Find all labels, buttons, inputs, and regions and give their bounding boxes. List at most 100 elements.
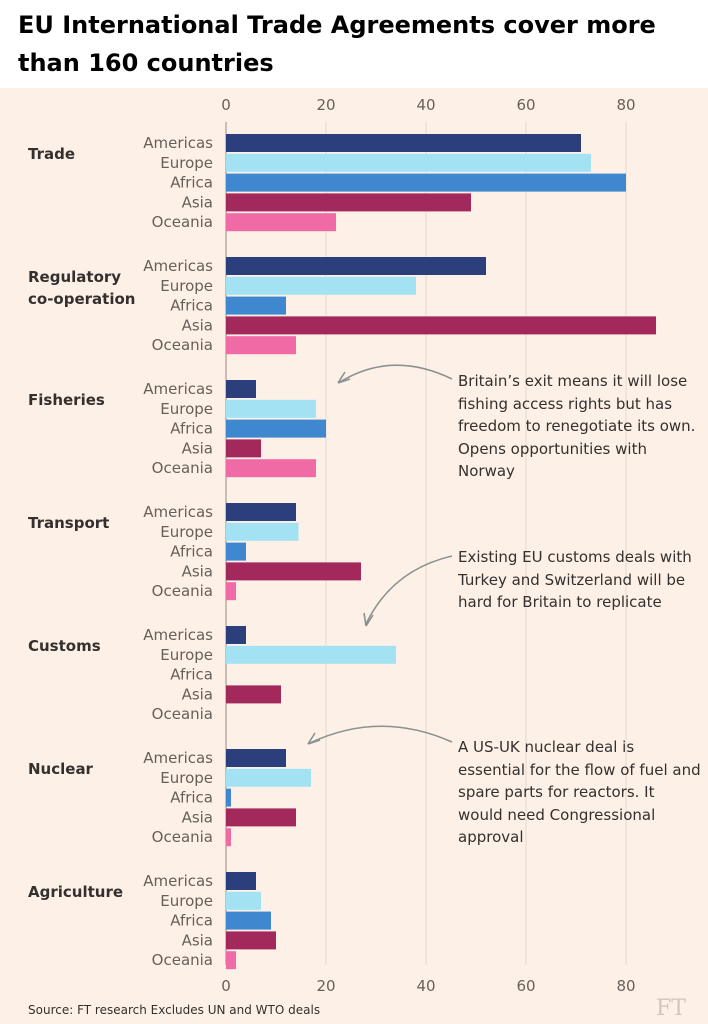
header: EU International Trade Agreements cover …: [0, 0, 708, 88]
bar-regulatory-co-operation-asia: [226, 316, 656, 335]
bar-customs-europe: [226, 645, 396, 664]
x-tick-bottom-0: 0: [221, 977, 231, 995]
region-label-americas: Americas: [143, 872, 213, 890]
x-tick-bottom-20: 20: [316, 977, 335, 995]
bar-agriculture-africa: [226, 911, 271, 930]
region-label-americas: Americas: [143, 503, 213, 521]
bar-customs-americas: [226, 626, 246, 644]
region-label-africa: Africa: [170, 543, 213, 561]
region-label-europe: Europe: [160, 523, 213, 541]
category-label-nuclear: Nuclear: [28, 760, 94, 778]
region-label-asia: Asia: [182, 193, 213, 211]
bar-customs-asia: [226, 685, 281, 704]
bar-regulatory-co-operation-europe: [226, 276, 416, 295]
region-label-oceania: Oceania: [152, 336, 213, 354]
chart-title: EU International Trade Agreements cover …: [18, 11, 656, 77]
x-tick-bottom-40: 40: [416, 977, 435, 995]
bar-fisheries-americas: [226, 380, 256, 398]
annotation-arrow-1: [365, 555, 453, 625]
category-label-agriculture: Agriculture: [28, 883, 123, 901]
region-label-oceania: Oceania: [152, 705, 213, 723]
region-label-asia: Asia: [182, 316, 213, 334]
bar-agriculture-americas: [226, 872, 256, 890]
x-tick-bottom-60: 60: [516, 977, 535, 995]
chart-area: [0, 88, 708, 1024]
region-label-africa: Africa: [170, 666, 213, 684]
region-label-americas: Americas: [143, 626, 213, 644]
bar-fisheries-europe: [226, 399, 316, 418]
category-label-regulatory-co-operation: co-operation: [28, 290, 135, 308]
annotation-arrow-2: [309, 725, 453, 744]
region-label-europe: Europe: [160, 769, 213, 787]
region-label-oceania: Oceania: [152, 213, 213, 231]
x-tick-top-80: 80: [616, 96, 635, 114]
bar-nuclear-africa: [226, 788, 231, 807]
annotation-fisheries: Britain’s exit means it will lose fishin…: [458, 372, 696, 480]
region-label-asia: Asia: [182, 562, 213, 580]
bar-nuclear-oceania: [226, 828, 231, 847]
bar-agriculture-europe: [226, 891, 261, 910]
source-note: Source: FT research Excludes UN and WTO …: [28, 1003, 321, 1017]
bar-fisheries-asia: [226, 439, 261, 458]
region-label-americas: Americas: [143, 134, 213, 152]
category-label-customs: Customs: [28, 637, 101, 655]
x-tick-top-60: 60: [516, 96, 535, 114]
bar-regulatory-co-operation-oceania: [226, 336, 296, 355]
region-label-americas: Americas: [143, 749, 213, 767]
annotation-customs: Existing EU customs deals with Turkey an…: [458, 548, 692, 611]
bar-trade-europe: [226, 153, 591, 172]
region-label-oceania: Oceania: [152, 582, 213, 600]
ft-logo: FT: [656, 996, 686, 1021]
bar-trade-americas: [226, 134, 581, 152]
region-label-americas: Americas: [143, 257, 213, 275]
arrow-head-icon: [363, 612, 374, 627]
region-label-africa: Africa: [170, 297, 213, 315]
arrow-head-icon: [307, 732, 321, 745]
bar-transport-americas: [226, 503, 296, 521]
bar-nuclear-europe: [226, 768, 311, 787]
region-label-oceania: Oceania: [152, 459, 213, 477]
bar-agriculture-oceania: [226, 951, 236, 970]
bar-trade-asia: [226, 193, 471, 212]
bar-trade-africa: [226, 173, 626, 192]
region-label-oceania: Oceania: [152, 951, 213, 969]
region-label-africa: Africa: [170, 174, 213, 192]
region-label-oceania: Oceania: [152, 828, 213, 846]
arrow-head-icon: [337, 371, 351, 384]
bar-transport-oceania: [226, 582, 236, 601]
annotation-nuclear: A US-UK nuclear deal is essential for th…: [458, 738, 701, 846]
region-label-africa: Africa: [170, 789, 213, 807]
bar-nuclear-americas: [226, 749, 286, 767]
region-label-europe: Europe: [160, 400, 213, 418]
bar-transport-africa: [226, 542, 246, 561]
bar-transport-asia: [226, 562, 361, 581]
region-label-africa: Africa: [170, 912, 213, 930]
region-label-europe: Europe: [160, 892, 213, 910]
bar-agriculture-asia: [226, 931, 276, 950]
region-label-europe: Europe: [160, 154, 213, 172]
category-label-fisheries: Fisheries: [28, 391, 105, 409]
category-label-transport: Transport: [28, 514, 109, 532]
region-label-africa: Africa: [170, 420, 213, 438]
bar-fisheries-oceania: [226, 459, 316, 478]
region-label-asia: Asia: [182, 931, 213, 949]
region-label-asia: Asia: [182, 808, 213, 826]
annotation-arrow-0: [339, 364, 453, 383]
bar-regulatory-co-operation-americas: [226, 257, 486, 275]
region-label-asia: Asia: [182, 685, 213, 703]
region-label-europe: Europe: [160, 646, 213, 664]
bar-transport-europe: [226, 522, 299, 541]
category-label-trade: Trade: [28, 145, 75, 163]
bar-nuclear-asia: [226, 808, 296, 827]
x-tick-top-40: 40: [416, 96, 435, 114]
x-tick-bottom-80: 80: [616, 977, 635, 995]
bar-regulatory-co-operation-africa: [226, 296, 286, 315]
region-label-europe: Europe: [160, 277, 213, 295]
x-tick-top-0: 0: [221, 96, 231, 114]
x-tick-top-20: 20: [316, 96, 335, 114]
bar-fisheries-africa: [226, 419, 326, 438]
bar-trade-oceania: [226, 213, 336, 232]
category-label-regulatory-co-operation: Regulatory: [28, 268, 121, 286]
region-label-americas: Americas: [143, 380, 213, 398]
